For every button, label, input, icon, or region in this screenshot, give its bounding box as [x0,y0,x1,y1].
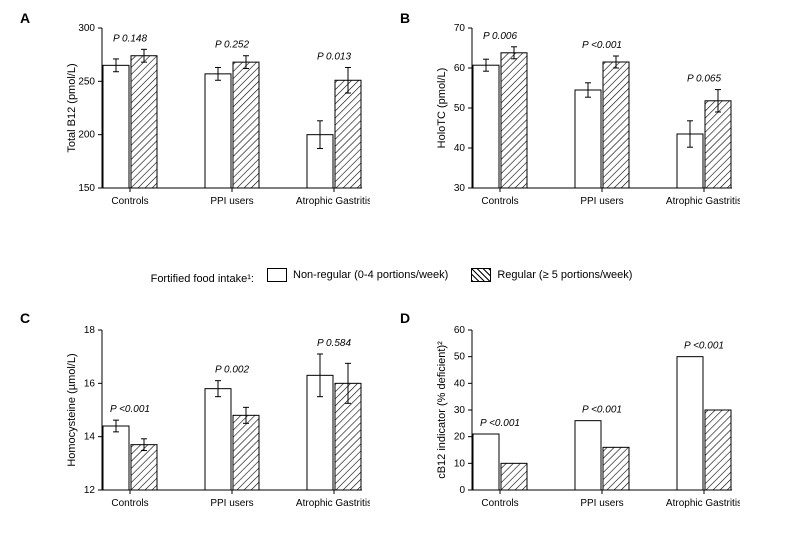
svg-text:30: 30 [454,405,466,416]
chart-total-b12: 150 200 250 300 Controls P 0.148 PPI users P 0.… [60,18,370,218]
svg-text:60: 60 [454,325,466,336]
svg-text:250: 250 [78,76,95,87]
y-axis-label: cB12 indicator (% deficient)² [436,330,448,490]
y-axis-label: Total B12 (pmol/L) [66,28,78,188]
svg-text:40: 40 [454,378,466,389]
panel-letter-a: A [20,10,30,26]
svg-text:Atrophic Gastritis: Atrophic Gastritis [666,498,740,509]
svg-text:40: 40 [454,143,466,154]
legend-swatch-reg [471,268,491,282]
svg-text:50: 50 [454,103,466,114]
legend-reg-label: Regular (≥ 5 portions/week) [497,269,632,281]
svg-text:14: 14 [84,432,96,443]
chart-holotc: 30 40 50 60 70 Controls P 0.006 PPI users P <0.0… [430,18,740,218]
svg-text:PPI users: PPI users [580,196,623,207]
chart-homocysteine: 12 14 16 18 Controls P <0.001 PPI users P 0.002… [60,320,370,520]
y-axis-label: Homocysteine (µmol/L) [66,330,78,490]
svg-text:Atrophic Gastritis: Atrophic Gastritis [666,196,740,207]
svg-text:16: 16 [84,378,96,389]
svg-text:12: 12 [84,485,96,496]
svg-text:P 0.065: P 0.065 [687,74,722,85]
svg-text:P <0.001: P <0.001 [684,341,724,352]
svg-text:P 0.584: P 0.584 [317,338,352,349]
svg-text:Controls: Controls [481,196,518,207]
legend-swatch-nonreg [267,268,287,282]
legend-title: Fortified food intake¹: [151,273,254,285]
svg-text:0: 0 [459,485,465,496]
svg-text:PPI users: PPI users [210,196,253,207]
svg-text:P <0.001: P <0.001 [480,418,520,429]
panel-letter-d: D [400,310,410,326]
svg-text:P 0.002: P 0.002 [215,365,250,376]
svg-text:150: 150 [78,183,95,194]
panel-letter-b: B [400,10,410,26]
svg-text:Controls: Controls [111,498,148,509]
svg-text:P <0.001: P <0.001 [110,404,150,415]
legend-nonreg: Non-regular (0-4 portions/week) [267,268,448,282]
legend-nonreg-label: Non-regular (0-4 portions/week) [293,269,448,281]
svg-text:60: 60 [454,63,466,74]
svg-text:200: 200 [78,130,95,141]
svg-text:Controls: Controls [481,498,518,509]
y-axis-label: HoloTC (pmol/L) [436,28,448,188]
svg-text:P <0.001: P <0.001 [582,40,622,51]
svg-text:PPI users: PPI users [580,498,623,509]
svg-text:P <0.001: P <0.001 [582,405,622,416]
svg-text:70: 70 [454,23,466,34]
svg-text:P 0.148: P 0.148 [113,33,148,44]
svg-text:P 0.006: P 0.006 [483,31,518,42]
chart-cb12-indicator: 0 10 20 30 40 50 60 Controls P <0.001 PPI users P … [430,320,740,520]
legend-reg: Regular (≥ 5 portions/week) [471,268,632,282]
svg-text:20: 20 [454,432,466,443]
panel-letter-c: C [20,310,30,326]
svg-text:300: 300 [78,23,95,34]
svg-text:PPI users: PPI users [210,498,253,509]
svg-text:Atrophic Gastritis: Atrophic Gastritis [296,498,370,509]
svg-text:18: 18 [84,325,96,336]
svg-text:P 0.252: P 0.252 [215,40,250,51]
svg-text:Controls: Controls [111,196,148,207]
legend: Fortified food intake¹: Non-regular (0-4… [0,268,793,285]
svg-text:50: 50 [454,352,466,363]
svg-text:30: 30 [454,183,466,194]
svg-text:10: 10 [454,458,466,469]
svg-text:P 0.013: P 0.013 [317,51,352,62]
svg-text:Atrophic Gastritis: Atrophic Gastritis [296,196,370,207]
